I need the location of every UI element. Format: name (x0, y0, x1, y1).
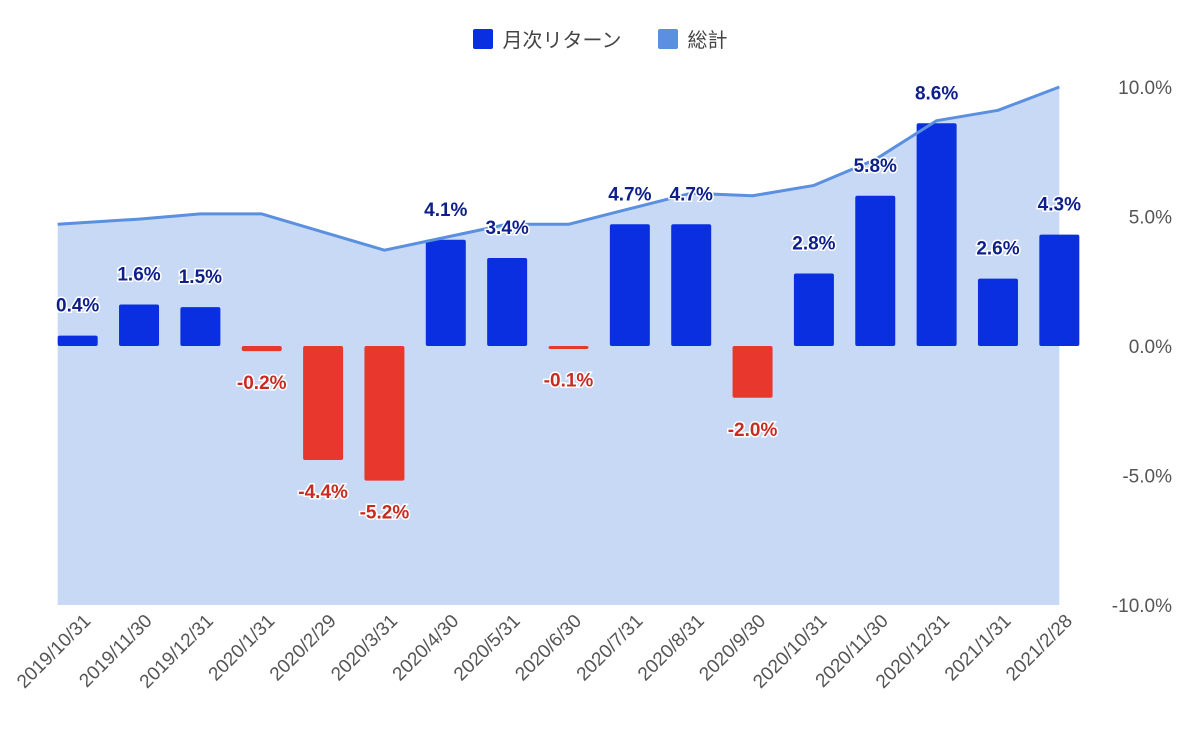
total-line (57, 85, 1060, 252)
legend-item-monthly[interactable]: 月次リターン (472, 24, 622, 53)
x-tick-label: 2020/6/30 (511, 611, 586, 686)
data-label-2020/8/31: 4.7% (670, 184, 713, 205)
legend-label-total: 総計 (687, 28, 728, 52)
legend-swatch-total (657, 28, 678, 49)
legend: 月次リターン 総計 (0, 24, 1200, 53)
y-tick-label: 0.0% (1129, 337, 1172, 358)
bar-2019/12/31 (180, 307, 221, 346)
legend-item-total[interactable]: 総計 (657, 24, 728, 53)
x-tick-label: 2020/3/31 (327, 611, 402, 686)
bar-2020/1/31 (241, 346, 282, 352)
legend-label-monthly: 月次リターン (502, 28, 622, 52)
legend-swatch-monthly (472, 28, 493, 49)
data-label-2021/1/31: 2.6% (976, 239, 1019, 260)
x-tick-label: 2020/5/31 (450, 611, 525, 686)
bar-2021/1/31 (977, 278, 1018, 346)
bar-2020/7/31 (609, 224, 650, 346)
data-label-2020/10/31: 2.8% (792, 233, 835, 254)
bar-2020/8/31 (671, 224, 712, 346)
data-label-2020/4/30: 4.1% (424, 200, 467, 221)
data-label-2020/6/30: -0.1% (544, 371, 594, 392)
data-label-2020/12/31: 8.6% (915, 83, 958, 104)
y-tick-label: 5.0% (1129, 208, 1172, 229)
x-tick-label: 2020/7/31 (573, 611, 648, 686)
bar-2020/4/30 (425, 239, 466, 346)
x-tick-label: 2020/8/31 (634, 611, 709, 686)
y-tick-label: -10.0% (1112, 596, 1172, 617)
bar-2020/2/29 (303, 346, 344, 460)
data-label-2019/11/30: 1.6% (117, 265, 160, 286)
x-tick-label: 2021/2/28 (1002, 611, 1077, 686)
data-label-2019/12/31: 1.5% (179, 267, 222, 288)
x-tick-label: 2020/2/29 (266, 611, 341, 686)
bar-2020/10/31 (793, 273, 834, 346)
x-tick-label: 2021/1/31 (941, 611, 1016, 686)
bar-2020/6/30 (548, 346, 589, 349)
data-label-2020/2/29: -4.4% (298, 482, 348, 503)
x-tick-label: 2020/4/30 (389, 611, 464, 686)
bar-2019/10/31 (57, 335, 98, 346)
y-tick-label: 10.0% (1118, 78, 1172, 99)
y-tick-label: -5.0% (1122, 467, 1172, 488)
bar-2021/2/28 (1039, 234, 1080, 346)
bar-2020/11/30 (855, 195, 896, 346)
bar-2020/3/31 (364, 346, 405, 481)
data-label-2020/11/30: 5.8% (854, 156, 897, 177)
data-label-2020/3/31: -5.2% (360, 503, 410, 524)
data-label-2020/1/31: -0.2% (237, 373, 287, 394)
bar-2020/9/30 (732, 346, 773, 398)
bar-2020/12/31 (916, 123, 957, 346)
bar-2019/11/30 (119, 304, 160, 346)
data-label-2020/9/30: -2.0% (728, 420, 778, 441)
x-tick-label: 2020/1/31 (205, 611, 280, 686)
data-label-2019/10/31: 0.4% (56, 296, 99, 317)
data-label-2020/5/31: 3.4% (485, 218, 528, 239)
data-label-2020/7/31: 4.7% (608, 184, 651, 205)
data-label-2021/2/28: 4.3% (1038, 195, 1081, 216)
bar-2020/5/31 (487, 257, 528, 346)
